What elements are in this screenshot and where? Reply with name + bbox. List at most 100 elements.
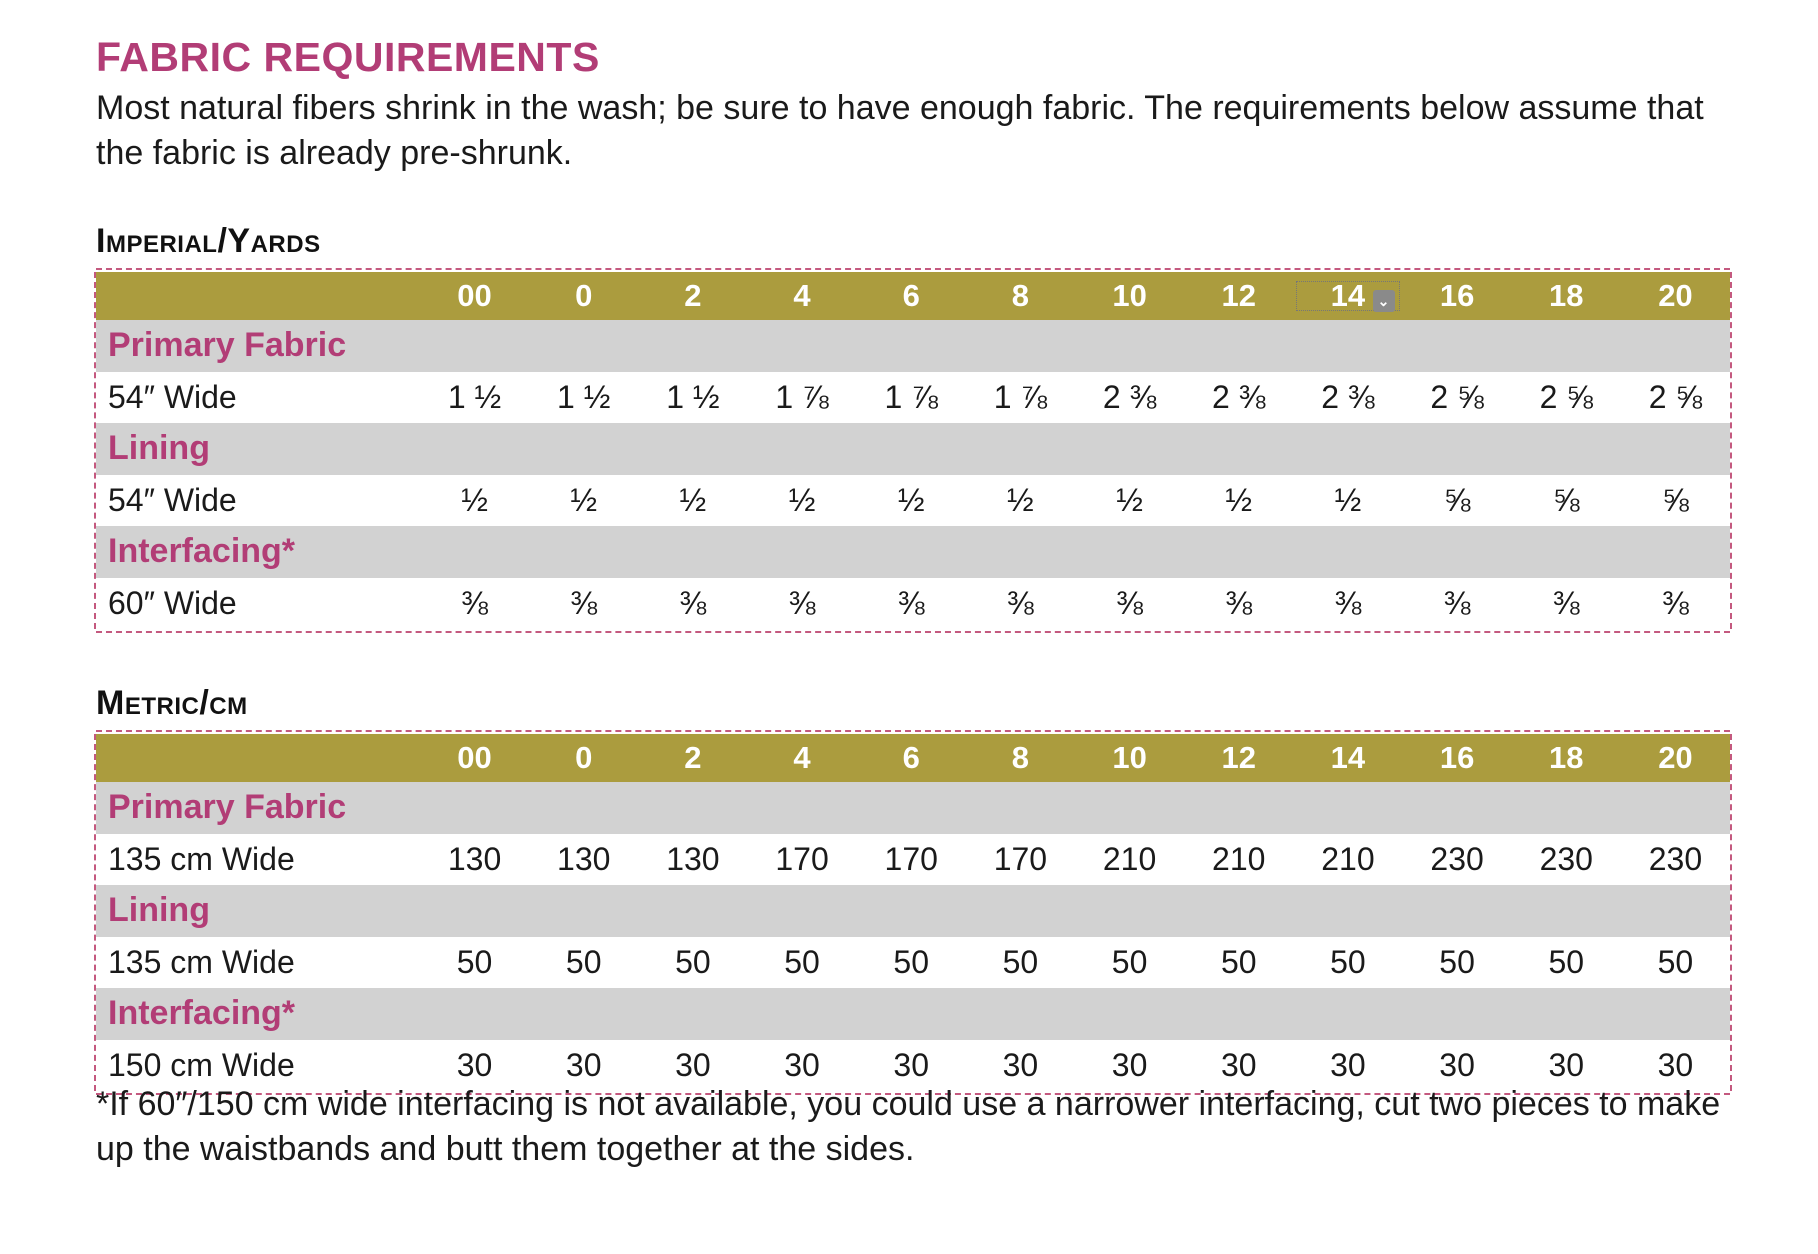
category-row: Lining	[96, 423, 1730, 475]
table-cell: ⅜	[1662, 584, 1689, 621]
table-cell: ⅜	[1334, 584, 1362, 621]
size-header-cell[interactable]: 00	[457, 278, 492, 313]
page-heading: FABRIC REQUIREMENTS	[96, 34, 600, 80]
table-cell: 130	[557, 840, 611, 877]
imperial-table: 00 0 2 4 6 8 10 12 14 ⌄ 16 18 20 Primary Fabric 54″ Wi…	[94, 268, 1732, 633]
size-header-cell[interactable]: 14	[1330, 740, 1366, 775]
table-cell: ½	[1007, 481, 1034, 518]
size-header-cell[interactable]: 16	[1439, 278, 1475, 313]
table-row: 150 cm Wide 30 30 30 30 30 30 30 30 30 30 30 30	[96, 1039, 1730, 1091]
category-row: Primary Fabric	[96, 320, 1730, 372]
chevron-down-icon[interactable]: ⌄	[1372, 290, 1395, 312]
size-header-cell[interactable]: 12	[1221, 278, 1256, 313]
table-cell: 30	[1439, 1046, 1475, 1083]
table-cell: 30	[675, 1046, 711, 1083]
table-cell: 1 ½	[557, 378, 611, 415]
table-cell: 50	[675, 943, 711, 980]
table-cell: ⅜	[1552, 584, 1580, 621]
table-cell: ⅜	[1116, 584, 1143, 621]
table-cell: ⅜	[1007, 584, 1034, 621]
footnote: *If 60″/150 cm wide interfacing is not a…	[96, 1085, 1721, 1168]
size-header-cell[interactable]: 16	[1439, 740, 1475, 775]
table-border-left	[94, 272, 96, 629]
size-header-cell[interactable]: 6	[902, 740, 920, 775]
size-header-cell[interactable]: 2	[684, 740, 702, 775]
table-cell: 50	[893, 943, 930, 980]
category-label: Lining	[108, 429, 210, 468]
table-row: 135 cm Wide 130 130 130 170 170 170 210 210 210 23…	[96, 833, 1730, 885]
size-header-cell[interactable]: 10	[1112, 278, 1147, 313]
size-header-cell[interactable]: 18	[1549, 278, 1584, 313]
table-cell: ½	[570, 481, 598, 518]
table-cell: 30	[1111, 1046, 1148, 1083]
table-cell: ⅝	[1552, 481, 1580, 518]
table-row: 54″ Wide ½ ½ ½ ½ ½ ½ ½ ½ ½ ⅝ ⅝ ⅝	[96, 474, 1730, 526]
table-cell: ½	[1334, 481, 1362, 518]
table-cell: ½	[679, 481, 707, 518]
size-header-cell[interactable]: 00	[457, 740, 492, 775]
table-cell: 30	[893, 1046, 930, 1083]
size-header-cell[interactable]: 20	[1658, 740, 1693, 775]
table-cell: ⅜	[788, 584, 816, 621]
table-cell: 1 ⅞	[775, 378, 829, 415]
row-label: 135 cm Wide	[108, 840, 295, 877]
size-header-cell[interactable]: 6	[902, 278, 920, 313]
table-border-right	[1730, 272, 1732, 629]
table-cell: ⅜	[461, 584, 488, 621]
size-header-cell[interactable]: 8	[1011, 740, 1030, 775]
size-header-cell[interactable]: 4	[793, 278, 811, 313]
table-cell: ½	[1116, 481, 1143, 518]
size-header-cell[interactable]: 0	[575, 740, 593, 775]
size-header-cell[interactable]: 10	[1112, 740, 1147, 775]
table-cell: 30	[784, 1046, 820, 1083]
table-border-bottom	[96, 1093, 1730, 1095]
size-header-cell[interactable]: 0	[575, 278, 593, 313]
table-cell: 30	[1657, 1046, 1694, 1083]
size-header-cell[interactable]: 20	[1658, 278, 1693, 313]
table-row: 54″ Wide 1 ½ 1 ½ 1 ½ 1 ⅞ 1 ⅞ 1 ⅞ 2 ⅜ 2 ⅜ 2 ⅜ 2 ⅝ 2 …	[96, 371, 1730, 423]
size-header-cell[interactable]: 18	[1549, 740, 1584, 775]
table-cell: ½	[1225, 481, 1253, 518]
table-cell: ⅜	[570, 584, 598, 621]
table-row: 60″ Wide ⅜ ⅜ ⅜ ⅜ ⅜ ⅜ ⅜ ⅜ ⅜ ⅜ ⅜ ⅜	[96, 577, 1730, 629]
table-cell: 50	[1548, 943, 1585, 980]
table-cell: ⅜	[1225, 584, 1253, 621]
table-cell: 170	[775, 840, 829, 877]
table-cell: ⅜	[679, 584, 707, 621]
size-header-cell[interactable]: 8	[1011, 278, 1030, 313]
category-row: Interfacing*	[96, 988, 1730, 1040]
row-label: 135 cm Wide	[108, 943, 295, 980]
table-cell: 30	[1002, 1046, 1039, 1083]
table-border-top	[96, 730, 1730, 732]
row-label: 54″ Wide	[108, 481, 237, 518]
table-cell: 130	[447, 840, 502, 877]
table-cell: 2 ⅝	[1648, 378, 1703, 415]
size-header-cell[interactable]: 12	[1221, 740, 1256, 775]
size-header-cell[interactable]: 4	[793, 740, 811, 775]
table-cell: 30	[1548, 1046, 1585, 1083]
table-cell: 1 ⅞	[993, 378, 1048, 415]
table-border-left	[94, 734, 96, 1091]
table-cell: 2 ⅜	[1212, 378, 1266, 415]
table-cell: 210	[1212, 840, 1266, 877]
size-header-row: 00 0 2 4 6 8 10 12 14 ⌄ 16 18 20	[96, 272, 1730, 320]
table-cell: 30	[1330, 1046, 1366, 1083]
table-cell: 50	[1657, 943, 1694, 980]
table-cell: 230	[1430, 840, 1484, 877]
category-label: Lining	[108, 891, 210, 930]
table-cell: 230	[1539, 840, 1593, 877]
category-label: Interfacing*	[108, 532, 296, 571]
table-cell: ⅜	[897, 584, 925, 621]
table-cell: 210	[1321, 840, 1375, 877]
category-label: Primary Fabric	[108, 326, 347, 365]
table-cell: 30	[565, 1046, 602, 1083]
table-cell: 1 ½	[447, 378, 502, 415]
table-cell: ⅝	[1443, 481, 1471, 518]
table-cell: 50	[1220, 943, 1257, 980]
metric-section-title: Metric/cm	[96, 684, 248, 722]
size-header-cell[interactable]: 2	[684, 278, 702, 313]
table-cell: 1 ⅞	[884, 378, 938, 415]
size-header-cell[interactable]: 14 ⌄	[1293, 278, 1402, 314]
table-cell: 2 ⅜	[1102, 378, 1157, 415]
category-row: Interfacing*	[96, 526, 1730, 578]
